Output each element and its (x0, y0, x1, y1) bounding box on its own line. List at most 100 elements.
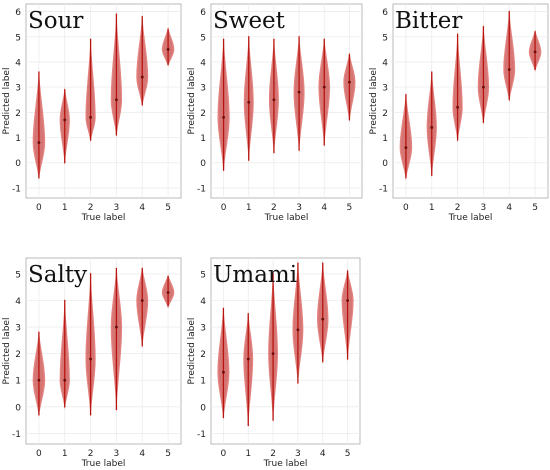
y-tick-label: 0 (200, 403, 206, 413)
x-axis-label: True label (448, 213, 493, 223)
panel-title: Salty (28, 262, 87, 288)
y-tick-label: 5 (382, 33, 388, 43)
y-tick-label: 3 (200, 324, 206, 334)
y-tick-label: 5 (200, 33, 206, 43)
violin-median (166, 47, 170, 51)
violin-median (166, 291, 170, 294)
y-tick-label: 3 (382, 84, 388, 94)
panel-title: Umami (213, 262, 297, 288)
violin-median (37, 141, 41, 144)
violin-median (115, 325, 118, 329)
plot-area (25, 257, 182, 445)
violin-median (348, 80, 351, 84)
y-tick-label: 1 (15, 377, 21, 387)
x-tick-label: 5 (532, 203, 538, 213)
y-tick-label: 1 (15, 134, 21, 144)
y-tick-label: 0 (200, 159, 206, 169)
violin-median (140, 75, 144, 79)
violin-median (63, 118, 67, 122)
x-tick-label: 1 (62, 203, 68, 213)
x-axis-label: True label (81, 459, 126, 469)
x-tick-label: 3 (114, 203, 120, 213)
x-tick-label: 4 (139, 449, 145, 459)
x-tick-label: 0 (36, 203, 42, 213)
y-axis-label: Predicted label (369, 68, 379, 135)
y-tick-label: 0 (15, 159, 21, 169)
violin-median (89, 115, 92, 119)
y-tick-label: -1 (12, 184, 21, 194)
y-axis-label: Predicted label (2, 318, 12, 385)
violin-median (140, 299, 144, 302)
plot-area (25, 3, 182, 199)
y-tick-label: -1 (12, 430, 21, 440)
y-tick-label: 1 (382, 134, 388, 144)
y-tick-label: 1 (200, 134, 206, 144)
y-tick-label: -1 (197, 430, 206, 440)
x-axis-label: True label (81, 213, 126, 223)
y-tick-label: 3 (15, 84, 21, 94)
plot-area (392, 3, 549, 199)
x-tick-label: 4 (320, 449, 326, 459)
violin-median (115, 98, 118, 102)
y-tick-label: 1 (200, 377, 206, 387)
y-tick-label: 4 (15, 297, 21, 307)
violin-median (272, 98, 276, 102)
x-tick-label: 2 (88, 449, 94, 459)
y-axis-label: Predicted label (2, 68, 12, 135)
violin-median (430, 126, 434, 129)
x-tick-label: 3 (295, 449, 301, 459)
x-tick-label: 2 (271, 203, 277, 213)
violin-median (346, 299, 349, 302)
violin-median (456, 105, 459, 109)
y-tick-label: 2 (382, 109, 388, 119)
y-tick-label: 5 (15, 33, 21, 43)
y-tick-label: 6 (200, 8, 206, 18)
y-tick-label: 5 (200, 270, 206, 280)
y-tick-label: 2 (15, 350, 21, 360)
panel-bitter: -1 0 1 2 3 4 5 6 0 1 2 3 4 5 Bitter True label Predicted… (369, 3, 549, 223)
x-tick-label: 0 (221, 203, 227, 213)
panel-sour: -1 0 1 2 3 4 5 6 0 1 2 3 4 5 Sour True label Predicted l… (2, 3, 182, 223)
y-tick-label: 4 (382, 58, 388, 68)
y-tick-label: 0 (382, 159, 388, 169)
y-tick-label: 5 (15, 270, 21, 280)
x-tick-label: 4 (139, 203, 145, 213)
y-tick-label: 0 (15, 403, 21, 413)
x-tick-label: 5 (165, 449, 171, 459)
violin-median (296, 328, 300, 332)
y-tick-label: 2 (15, 109, 21, 119)
x-tick-label: 3 (296, 203, 302, 213)
x-tick-label: 2 (88, 203, 94, 213)
violin-median (246, 357, 250, 361)
violin-median (37, 378, 41, 382)
violin-median (322, 85, 326, 89)
y-tick-label: 4 (200, 58, 206, 68)
x-tick-label: 4 (506, 203, 512, 213)
panel-title: Bitter (395, 8, 462, 34)
x-tick-label: 5 (345, 449, 351, 459)
x-tick-label: 0 (36, 449, 42, 459)
violin-median (404, 146, 408, 150)
x-tick-label: 2 (455, 203, 461, 213)
violin-median (222, 115, 225, 119)
x-tick-label: 1 (245, 449, 251, 459)
y-tick-label: 6 (15, 8, 21, 18)
y-tick-label: 3 (200, 84, 206, 94)
x-tick-label: 1 (62, 449, 68, 459)
violin-median (247, 100, 251, 104)
violin-median (222, 370, 225, 374)
violin-median (482, 85, 485, 89)
plot-area (210, 3, 363, 199)
x-tick-label: 3 (114, 449, 120, 459)
y-tick-label: -1 (379, 184, 388, 194)
violin-median (297, 90, 301, 94)
y-tick-label: 2 (200, 109, 206, 119)
violin-median (63, 378, 67, 382)
panel-title: Sour (28, 8, 83, 34)
y-tick-label: 3 (15, 324, 21, 334)
violin-median (89, 357, 92, 361)
y-tick-label: 6 (382, 8, 388, 18)
x-tick-label: 1 (246, 203, 252, 213)
x-axis-label: True label (263, 459, 308, 469)
